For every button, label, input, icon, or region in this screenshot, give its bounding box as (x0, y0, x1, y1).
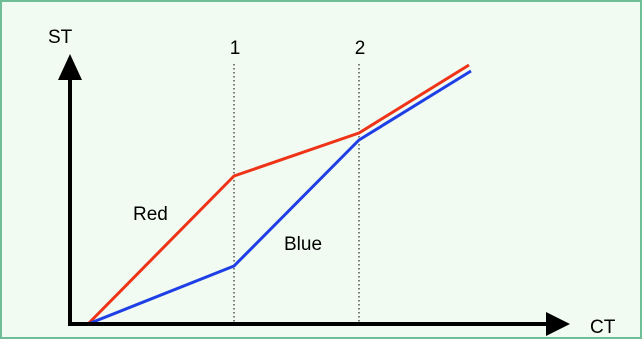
x-axis-label: CT (590, 317, 616, 338)
y-axis-arrow-icon (58, 54, 82, 80)
red-line-label: Red (133, 204, 168, 225)
blue-line (87, 69, 472, 326)
x-axis-arrow-icon (546, 312, 570, 336)
blue-line-label: Blue (284, 234, 322, 255)
marker-label-2: 2 (355, 38, 366, 59)
y-axis-label: ST (48, 27, 73, 48)
red-line (86, 63, 470, 326)
marker-label-1: 1 (230, 38, 241, 59)
